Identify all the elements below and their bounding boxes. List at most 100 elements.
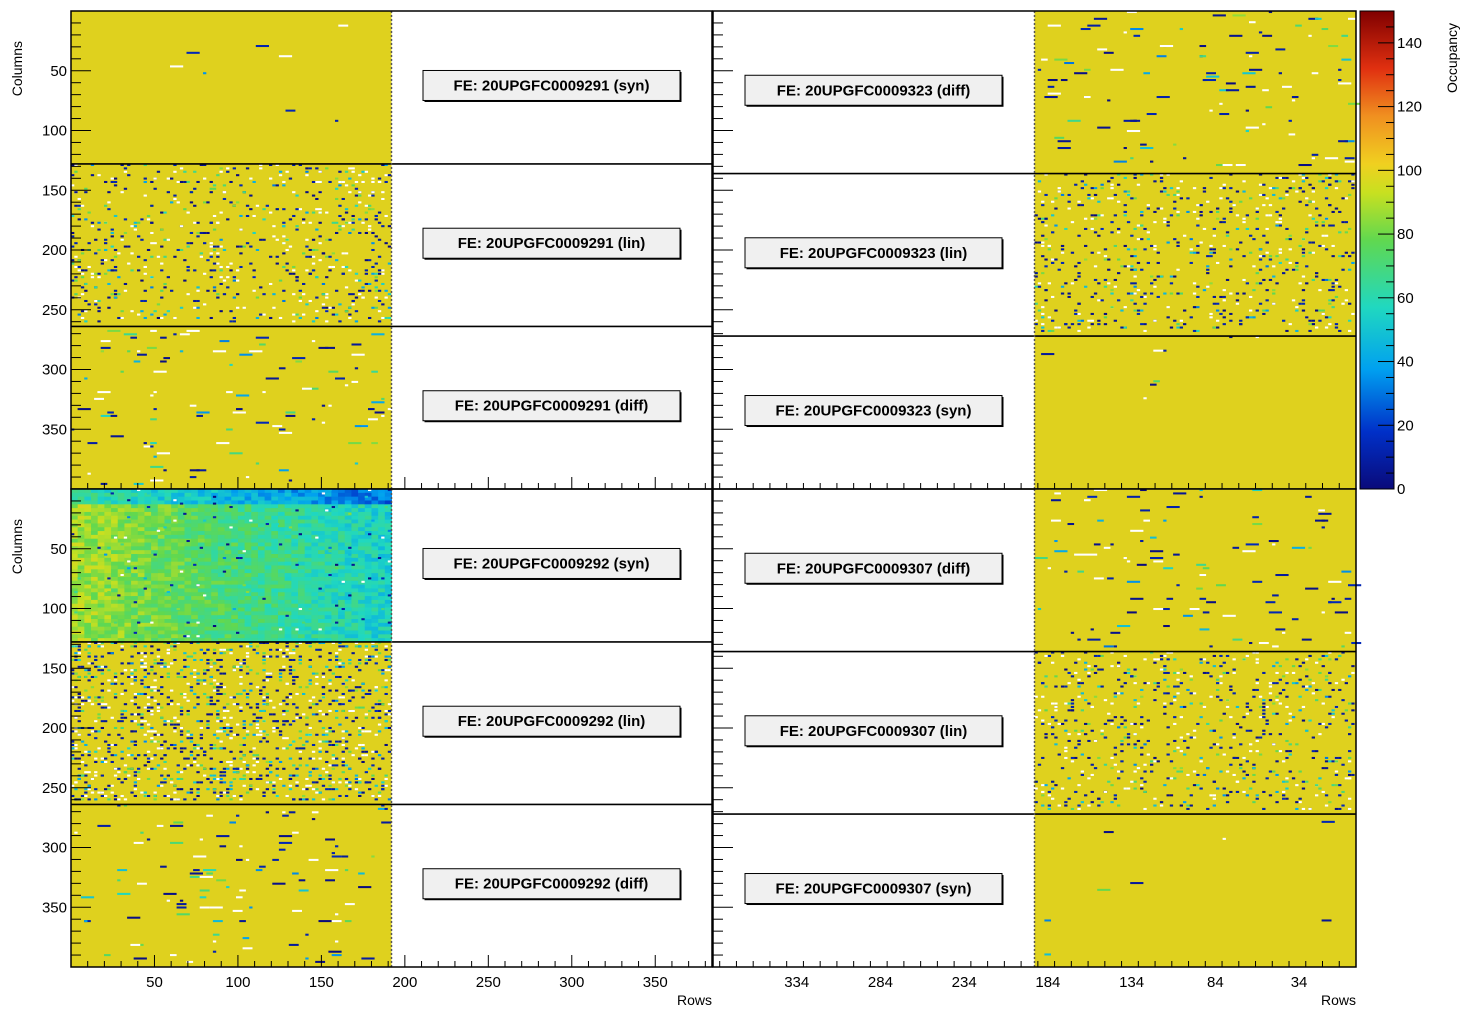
pixel-cell [196,232,199,234]
pixel-cell [198,608,205,612]
pixel-cell [271,627,278,631]
pixel-cell [358,669,361,671]
pixel-cell [84,300,87,302]
pixel-cell [183,659,186,661]
pixel-cell [318,558,325,562]
pixel-cell [345,562,352,566]
pixel-cell [193,222,196,224]
pixel-cell [183,747,186,749]
pixel-cell [1061,252,1064,254]
pixel-cell [315,792,318,794]
pixel-cell [127,768,130,770]
pixel-cell [1275,177,1278,179]
pixel-cell [1229,211,1232,213]
pixel-cell [191,504,198,508]
pixel-cell [225,581,232,585]
pixel-cell [385,778,388,780]
pixel-cell [187,792,190,794]
pixel-cell [342,758,345,760]
pixel-cell [107,577,110,579]
pixel-cell [211,611,218,615]
pixel-cell [124,537,127,539]
pixel-cell [229,761,232,763]
pixel-cell [262,598,265,600]
pixel-cell [231,535,238,539]
pixel-cell [309,775,312,777]
pixel-cell [238,520,245,524]
pixel-cell [295,645,298,647]
pixel-cell [1104,255,1107,257]
pixel-cell [338,504,345,508]
pixel-cell [213,625,216,627]
pixel-cell [111,615,118,619]
pixel-cell [338,531,345,535]
pixel-cell [118,520,125,524]
pixel-cell [88,700,91,702]
pixel-cell [97,249,100,251]
pixel-cell [245,615,252,619]
pixel-cell [1153,180,1156,182]
pixel-cell [198,504,205,508]
pixel-cell [205,581,212,585]
pixel-cell [118,615,125,619]
pixel-cell [151,546,158,550]
pixel-cell [298,539,305,543]
pixel-cell [285,577,292,581]
pixel-cell [84,520,91,524]
pixel-cell [147,249,150,251]
pixel-cell [1130,299,1133,301]
pixel-cell [1081,204,1084,206]
pixel-cell [1134,293,1137,295]
pixel-cell [200,547,203,549]
pixel-cell [305,508,312,512]
pixel-cell [325,167,328,169]
pixel-cell [289,696,292,698]
pixel-cell [211,600,218,604]
pixel-cell [332,314,335,316]
pixel-cell [1173,320,1176,322]
pixel-cell [130,252,133,254]
pixel-cell [164,608,171,612]
pixel-cell [1134,303,1137,305]
pixel-cell [206,662,209,664]
pixel-cell [137,622,140,624]
pixel-cell [163,357,170,359]
pixel-cell [84,569,91,573]
pixel-cell [245,604,252,608]
pixel-cell [144,707,147,709]
pixel-cell [203,594,206,596]
pixel-cell [131,558,138,562]
pixel-cell [1137,225,1140,227]
pixel-cell [1332,255,1335,257]
pixel-cell [249,520,252,522]
pixel-cell [258,604,265,608]
pixel-cell [355,425,368,427]
pixel-cell [84,218,87,220]
pixel-cell [381,273,384,275]
fe-block [71,326,398,489]
pixel-cell [180,751,183,753]
pixel-cell [1213,14,1226,16]
pixel-cell [107,330,120,332]
pixel-cell [351,600,358,604]
pixel-cell [368,195,371,197]
pixel-cell [124,627,131,631]
pixel-cell [164,500,171,504]
pixel-cell [368,317,371,319]
pixel-cell [210,703,213,705]
pixel-cell [318,520,325,524]
pixel-cell [243,778,246,780]
pixel-cell [1322,180,1325,182]
pixel-cell [292,320,295,322]
pixel-cell [98,520,105,524]
pixel-cell [286,171,289,173]
pixel-cell [158,504,165,508]
pixel-cell [104,630,111,634]
pixel-cell [193,744,196,746]
pixel-cell [205,600,212,604]
pixel-cell [345,543,352,547]
pixel-cell [98,577,105,581]
pixel-cell [231,581,238,585]
pixel-cell [190,242,193,244]
pixel-cell [1124,327,1127,329]
